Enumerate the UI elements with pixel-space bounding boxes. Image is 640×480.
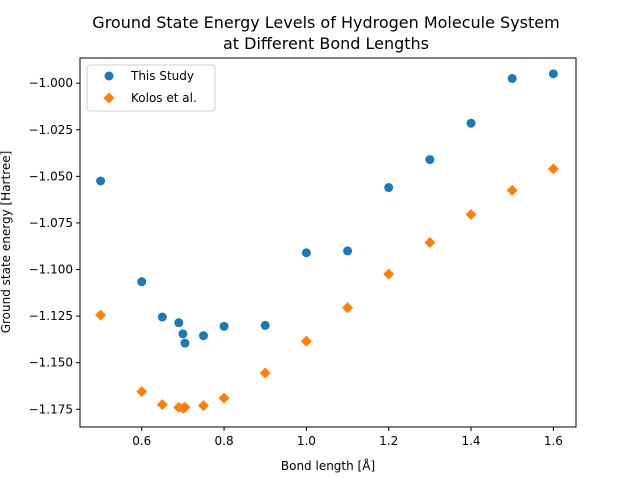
kolos-point [547,163,559,175]
y-tick-label: −1.125 [29,309,73,323]
this-study-point [260,320,270,330]
this-study-point [507,74,517,83]
y-tick-label: −1.150 [29,356,73,370]
chart-title-line1: Ground State Energy Levels of Hydrogen M… [92,13,559,32]
legend: This Study Kolos et al. [86,64,216,112]
legend-marker-this-study [104,71,114,81]
this-study-point [157,312,167,322]
legend-label-this-study: This Study [130,69,194,83]
x-tick-label: 0.8 [215,434,234,448]
y-tick-label: −1.000 [29,76,73,90]
kolos-point [179,401,191,413]
y-tick-label: −1.075 [29,216,73,230]
x-tick-label: 1.0 [297,434,316,448]
kolos-point [136,386,148,398]
x-axis-ticks: 0.6 0.8 1.0 1.2 1.4 1.6 [132,427,563,448]
y-tick-label: −1.050 [29,169,73,183]
kolos-point [95,309,107,321]
x-tick-label: 1.4 [461,434,480,448]
y-axis-ticks: −1.175 −1.150 −1.125 −1.100 −1.075 −1.050 −1.0… [29,76,80,416]
this-study-point [137,277,147,287]
y-tick-label: −1.100 [29,263,73,277]
this-study-point [301,248,311,258]
data-marks [95,69,559,414]
x-tick-label: 1.6 [544,434,563,448]
this-study-point [425,155,435,165]
legend-marker-kolos [103,92,115,104]
kolos-point [156,399,168,411]
kolos-point [465,209,477,221]
y-axis-label: Ground state energy [Hartree] [0,151,13,334]
kolos-point [383,268,395,280]
this-study-point [219,321,229,331]
y-tick-label: −1.025 [29,123,73,137]
this-study-point [466,118,476,128]
chart-title-line2: at Different Bond Lengths [223,34,429,53]
kolos-point [197,400,209,412]
y-tick-label: −1.175 [29,402,73,416]
legend-box [86,64,216,112]
kolos-point [259,367,271,379]
x-tick-label: 0.6 [132,434,151,448]
x-axis-label: Bond length [Å] [281,458,375,473]
this-study-point [384,183,394,193]
this-study-point [180,338,190,348]
this-study-point [548,69,558,79]
kolos-point [506,184,518,196]
kolos-point [218,392,230,404]
legend-label-kolos: Kolos et al. [131,91,197,105]
kolos-point [342,302,354,314]
this-study-point [198,331,208,341]
x-tick-label: 1.2 [379,434,398,448]
kolos-point [300,335,312,347]
this-study-point [96,176,106,186]
this-study-point [174,318,184,328]
kolos-point [424,237,436,248]
this-study-point [178,329,188,339]
plot-frame [79,57,577,428]
this-study-point [343,246,353,256]
